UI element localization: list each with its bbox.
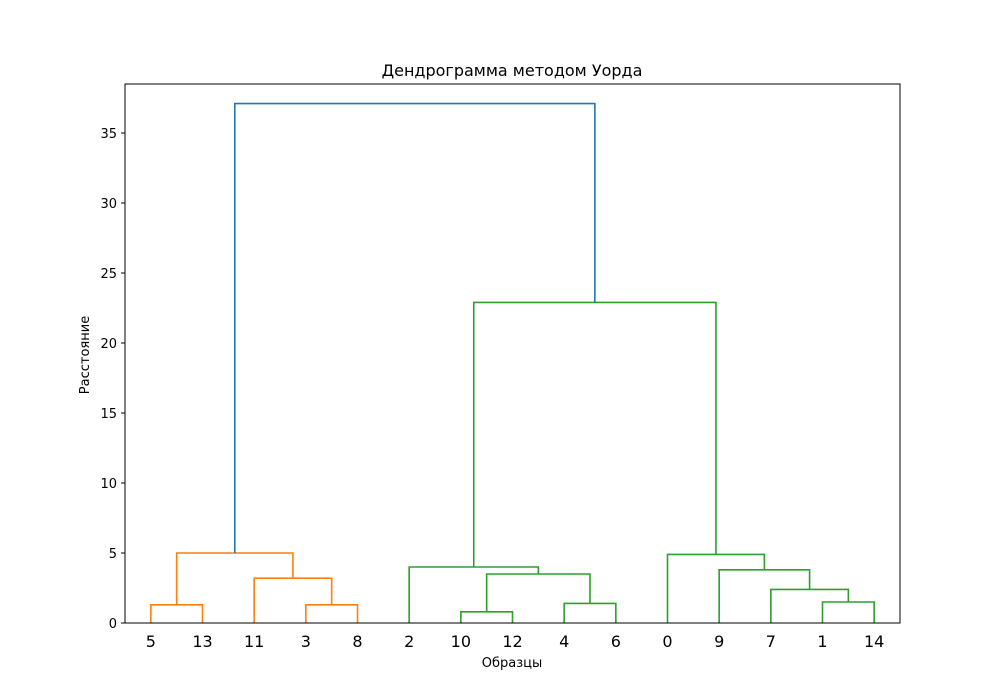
x-tick-label: 6 — [611, 632, 621, 651]
dendrogram-link — [150, 604, 204, 623]
dendrogram-links — [150, 102, 875, 623]
dendrogram-link — [821, 601, 875, 623]
y-axis-ticks: 0 5 10 15 20 25 30 35 — [100, 127, 125, 632]
dendrogram-link — [460, 611, 514, 623]
x-tick-label: 13 — [192, 632, 212, 651]
x-tick-label: 5 — [146, 632, 156, 651]
dendrogram-link — [485, 573, 591, 612]
dendrogram-link — [408, 566, 540, 623]
y-tick-label: 20 — [100, 337, 117, 352]
y-tick-label: 0 — [109, 617, 117, 632]
dendrogram-link — [718, 569, 811, 623]
x-tick-label: 12 — [502, 632, 522, 651]
y-tick-label: 5 — [109, 547, 117, 562]
dendrogram-link — [666, 553, 766, 623]
y-axis-label: Расстояние — [78, 316, 93, 394]
dendrogram-link — [770, 588, 850, 623]
x-tick-label: 11 — [244, 632, 264, 651]
y-tick-label: 30 — [100, 197, 117, 212]
x-tick-label: 0 — [662, 632, 672, 651]
dendrogram-link — [472, 301, 717, 567]
plot-frame — [124, 83, 901, 624]
dendrogram-link — [253, 577, 333, 623]
x-tick-label: 3 — [301, 632, 311, 651]
x-tick-label: 1 — [817, 632, 827, 651]
x-axis-ticks: 5 13 11 3 8 2 10 12 4 6 0 9 7 1 14 — [146, 632, 885, 651]
x-tick-label: 2 — [404, 632, 414, 651]
x-tick-label: 10 — [451, 632, 471, 651]
dendrogram-link — [305, 604, 359, 623]
dendrogram-link — [563, 602, 617, 623]
dendrogram-link — [233, 102, 596, 553]
y-tick-label: 10 — [100, 477, 117, 492]
x-tick-label: 9 — [714, 632, 724, 651]
y-tick-label: 35 — [100, 127, 117, 142]
x-tick-label: 7 — [766, 632, 776, 651]
y-tick-label: 25 — [100, 267, 117, 282]
x-axis-label: Образцы — [482, 656, 543, 671]
x-tick-label: 14 — [864, 632, 884, 651]
x-tick-label: 8 — [352, 632, 362, 651]
x-tick-label: 4 — [559, 632, 569, 651]
chart-title: Дендрограмма методом Уорда — [382, 61, 643, 80]
y-tick-label: 15 — [100, 407, 117, 422]
